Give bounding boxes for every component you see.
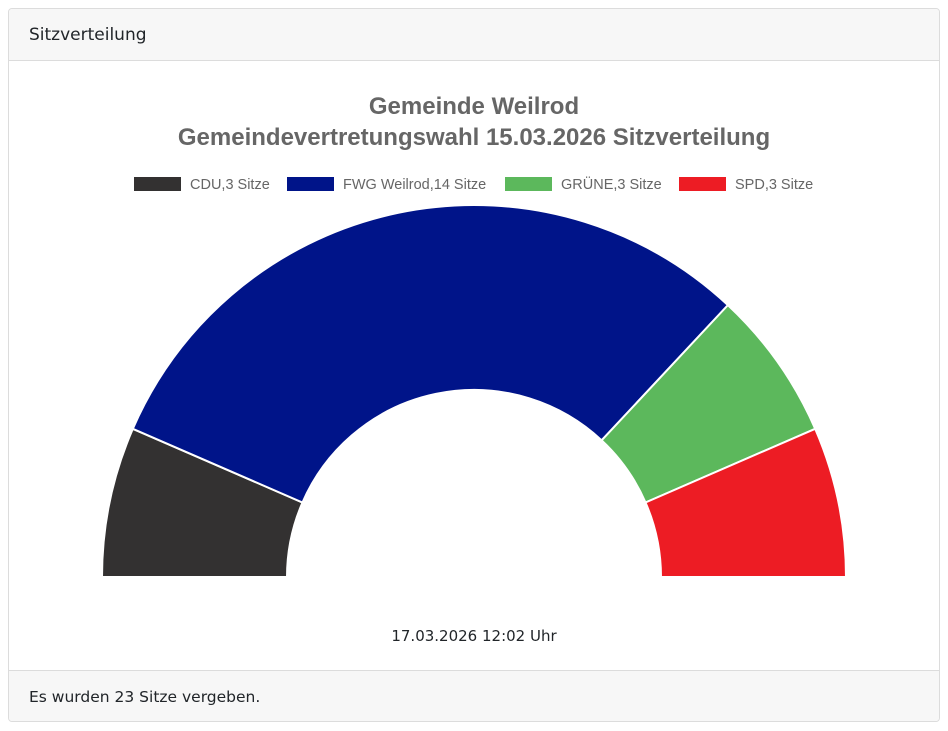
seat-segment-fwg-weilrod[interactable] bbox=[131, 204, 730, 504]
legend-label-3[interactable]: SPD,3 Sitze bbox=[735, 177, 813, 193]
legend-swatch-2[interactable] bbox=[505, 177, 552, 191]
legend-swatch-1[interactable] bbox=[287, 177, 334, 191]
chart-title-line-2: Gemeindevertretungswahl 15.03.2026 Sitzv… bbox=[178, 124, 770, 151]
timestamp: 17.03.2026 12:02 Uhr bbox=[391, 627, 557, 645]
legend-swatch-0[interactable] bbox=[134, 177, 181, 191]
legend-label-1[interactable]: FWG Weilrod,14 Sitze bbox=[343, 177, 486, 193]
legend-label-0[interactable]: CDU,3 Sitze bbox=[190, 177, 270, 193]
chart-title-line-1: Gemeinde Weilrod bbox=[369, 93, 579, 120]
card-footer: Es wurden 23 Sitze vergeben. bbox=[9, 670, 939, 721]
legend-swatch-3[interactable] bbox=[679, 177, 726, 191]
seat-segment-spd[interactable] bbox=[644, 427, 848, 578]
seat-distribution-card: Sitzverteilung Es wurden 23 Sitze vergeb… bbox=[8, 8, 940, 722]
legend-label-2[interactable]: GRÜNE,3 Sitze bbox=[561, 175, 662, 193]
card-header: Sitzverteilung bbox=[9, 9, 939, 61]
